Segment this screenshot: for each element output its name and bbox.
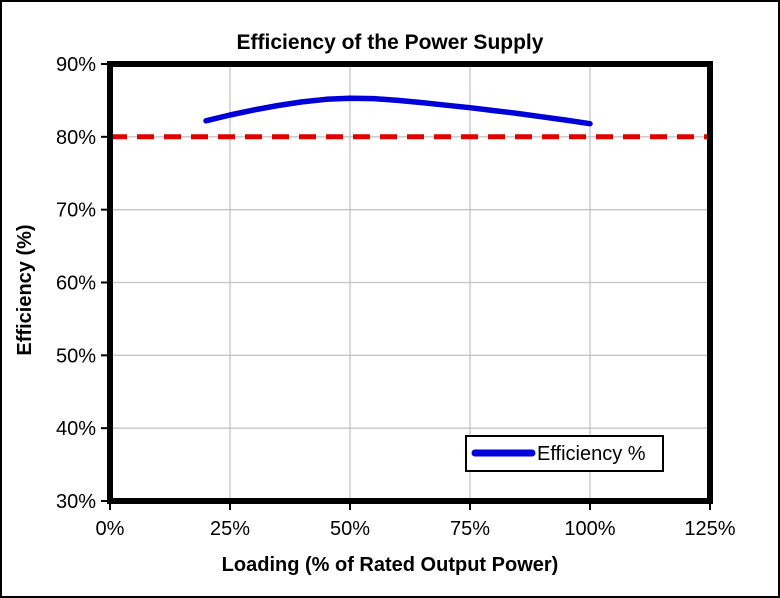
axis-tick-labels: 0% 25% 50% 75% 100% 125% 30% 40% 50% 60% 70% 80% 90% — [56, 54, 736, 540]
legend-label: Efficiency % — [537, 443, 646, 465]
x-tick-label: 0% — [96, 518, 125, 540]
x-tick-label: 75% — [450, 518, 490, 540]
y-axis-title: Efficiency (%) — [14, 224, 36, 355]
x-tick-label: 100% — [564, 518, 615, 540]
x-tick-label: 50% — [330, 518, 370, 540]
y-tick-label: 90% — [56, 54, 96, 76]
efficiency-series-line — [203, 95, 593, 127]
y-tick-label: 80% — [56, 127, 96, 149]
y-tick-label: 60% — [56, 273, 96, 295]
y-tick-label: 70% — [56, 200, 96, 222]
y-tick-label: 30% — [56, 491, 96, 513]
x-tick-label: 125% — [684, 518, 735, 540]
y-tick-label: 50% — [56, 345, 96, 367]
y-tick-label: 40% — [56, 418, 96, 440]
x-tick-label: 25% — [210, 518, 250, 540]
chart-title: Efficiency of the Power Supply — [237, 31, 544, 54]
legend: Efficiency % — [465, 435, 664, 472]
x-axis-title: Loading (% of Rated Output Power) — [222, 554, 559, 576]
axis-ticks — [101, 63, 711, 510]
